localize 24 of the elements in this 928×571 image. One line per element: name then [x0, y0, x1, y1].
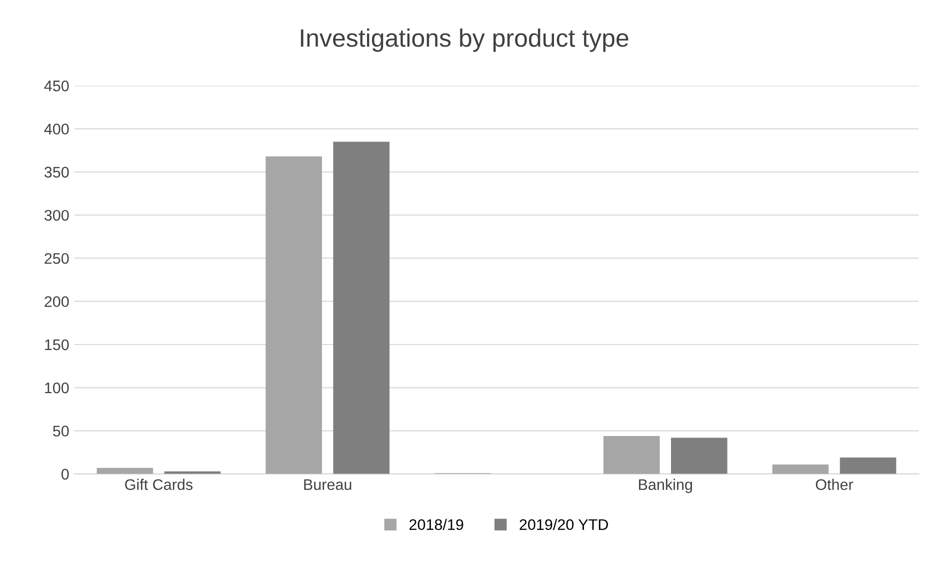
bar [96, 468, 154, 474]
x-tick-label: Banking [639, 478, 692, 494]
x-tick-label: Other [816, 478, 854, 490]
y-tick-label: 0 [61, 468, 69, 480]
y-tick-label: 300 [44, 210, 69, 221]
bar [840, 458, 896, 474]
y-tick-label: 350 [44, 166, 69, 178]
y-tick-label: 400 [44, 124, 69, 134]
legend-label: 2019/20 YTD [520, 518, 608, 530]
chart-title: Investigations by product type [300, 28, 628, 52]
x-tick-label: Bureau [304, 479, 352, 490]
x-tick-label: Gift Cards [125, 478, 193, 490]
y-tick-label: 150 [45, 339, 69, 350]
bar [671, 438, 728, 474]
bar [266, 156, 322, 474]
y-tick-label: 50 [53, 426, 69, 436]
y-tick-label: 250 [44, 253, 69, 264]
bar [603, 436, 660, 474]
bar [333, 142, 390, 474]
y-tick-label: 100 [45, 382, 69, 394]
y-tick-label: 200 [44, 296, 69, 308]
legend-label: 2018/19 [409, 518, 464, 530]
bar [772, 464, 829, 474]
y-tick-label: 450 [44, 80, 69, 92]
